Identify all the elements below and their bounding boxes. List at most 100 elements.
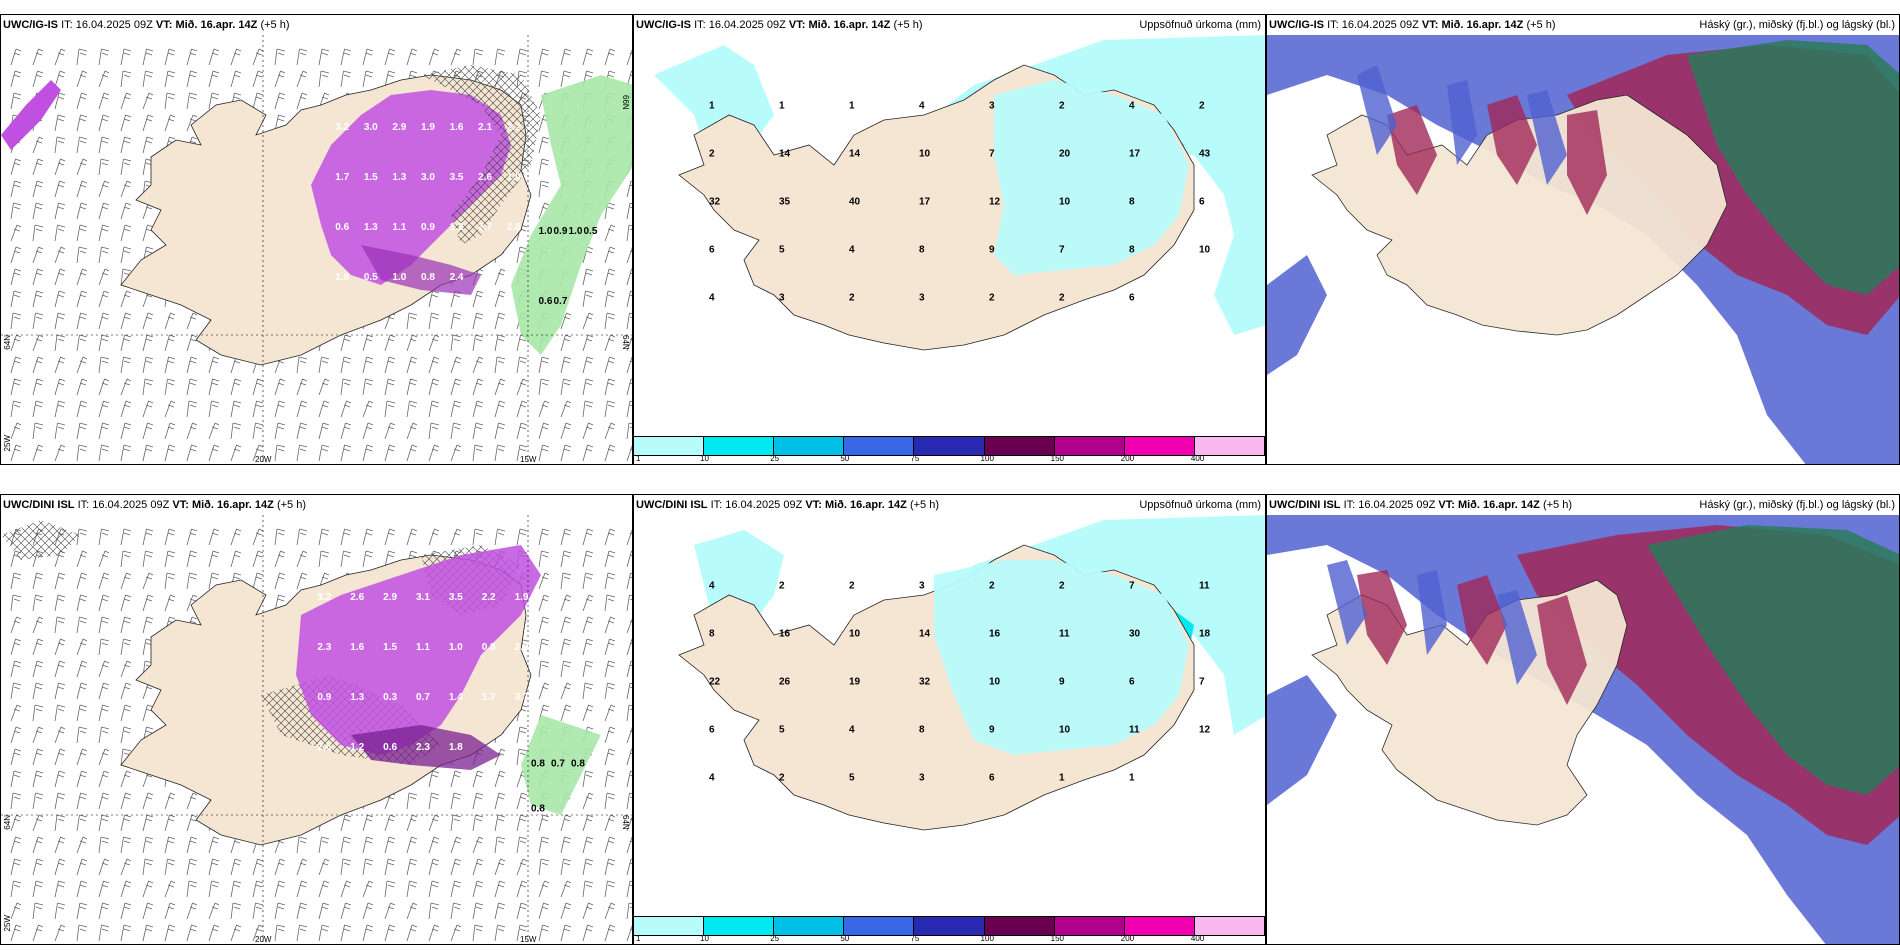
panel-header: UWC/IG-IS IT: 16.04.2025 09Z VT: Mið. 16…	[634, 15, 1265, 35]
wind-barb	[472, 356, 484, 374]
wind-barb	[10, 224, 22, 242]
wind-barb	[54, 836, 66, 854]
wind-barb	[582, 290, 594, 308]
it-label: IT:	[77, 499, 90, 511]
wind-barb	[76, 594, 88, 612]
wind-barb	[164, 550, 176, 568]
wind-barb	[230, 924, 242, 942]
wind-barb	[10, 616, 22, 634]
colorbar-segment	[1054, 437, 1125, 455]
precip-label: 1	[1129, 773, 1135, 784]
wind-barb	[98, 356, 110, 374]
wind-barb	[32, 902, 44, 920]
wind-barb	[186, 356, 198, 374]
wind-barb	[10, 158, 22, 176]
wind-barb	[626, 202, 632, 220]
wind-barb	[340, 924, 352, 942]
wind-barb	[626, 594, 632, 612]
wind-barb	[208, 528, 220, 546]
wind-barb	[472, 792, 484, 810]
cyan-over-land	[994, 80, 1189, 275]
wind-barb	[186, 70, 198, 88]
wind-barb	[626, 49, 632, 66]
wind-barb	[98, 400, 110, 418]
wind-barb	[296, 70, 308, 88]
precip-label: 1.0	[569, 226, 583, 237]
wind-barb	[164, 814, 176, 832]
model-name: UWC/DINI ISL	[1269, 499, 1341, 511]
lead-time: (+5 h)	[893, 19, 923, 31]
wind-barb	[32, 638, 44, 656]
wind-barb	[98, 770, 110, 788]
wind-barbs	[10, 528, 632, 942]
colorbar-segment	[634, 917, 705, 935]
wind-barb	[32, 268, 44, 286]
wind-barb	[274, 550, 286, 568]
wind-barb	[274, 400, 286, 418]
precip-label: 1.6	[350, 642, 364, 653]
wind-barb	[406, 356, 418, 374]
colorbar-segment	[774, 437, 845, 455]
wind-barb	[450, 792, 462, 810]
wind-barb	[10, 444, 22, 462]
precip-labels-green: 0.8 0.7 0.8 0.8	[531, 759, 585, 815]
wind-barb	[186, 572, 198, 590]
wind-barb	[142, 594, 154, 612]
wind-barb	[76, 114, 88, 132]
precip-label: 3.2	[317, 592, 331, 603]
it-value: 16.04.2025 09Z	[1358, 499, 1436, 511]
wind-barb	[10, 70, 22, 88]
wind-barb	[538, 400, 550, 418]
precip-label: 1	[849, 101, 855, 112]
precip-label: 40	[849, 197, 861, 208]
wind-barb	[626, 902, 632, 920]
wind-barb	[384, 858, 396, 876]
precip-label: 1.0	[449, 642, 463, 653]
wind-barb	[32, 356, 44, 374]
wind-barb	[472, 880, 484, 898]
wind-barb	[142, 70, 154, 88]
wind-barb	[428, 924, 440, 942]
wind-barb	[340, 70, 352, 88]
wind-barb	[450, 924, 462, 942]
wind-barb	[428, 378, 440, 396]
wind-barb	[54, 422, 66, 440]
wind-barb	[98, 572, 110, 590]
it-label: IT:	[710, 499, 723, 511]
wind-barb	[450, 902, 462, 920]
wind-barb	[164, 572, 176, 590]
wind-barb	[604, 550, 616, 568]
wind-barb	[120, 70, 132, 88]
wind-barb	[54, 704, 66, 722]
wind-barb	[120, 550, 132, 568]
wind-barb	[230, 422, 242, 440]
wind-barb	[340, 858, 352, 876]
wind-barb	[604, 660, 616, 678]
wind-barb	[472, 422, 484, 440]
precip-label: 2	[1059, 581, 1065, 592]
wind-barb	[538, 550, 550, 568]
wind-barb	[54, 158, 66, 176]
colorbar-segment	[1054, 917, 1125, 935]
precip-label: 1.1	[392, 222, 406, 233]
wind-barb	[32, 48, 44, 66]
wind-barb	[186, 334, 198, 352]
precip-labels: 3.2 2.6 2.9 3.1 3.5 2.2 1.9 2.3 1.6 1.5 1.1 1.0 0.8 2…	[317, 592, 528, 753]
wind-barb	[98, 748, 110, 766]
wind-barb	[362, 334, 374, 352]
wind-barb	[604, 444, 616, 462]
colorbar-tick: 50	[840, 454, 850, 463]
precip-label: 19	[849, 677, 861, 688]
precip-label: 14	[919, 629, 931, 640]
wind-barb	[450, 770, 462, 788]
colorbar-segment	[1124, 917, 1195, 935]
wind-barb	[10, 924, 22, 942]
wind-barb	[582, 814, 594, 832]
lead-time: (+5 h)	[909, 499, 939, 511]
wind-barb	[208, 880, 220, 898]
colorbar-tick: 100	[980, 454, 994, 463]
precip-label: 1.6	[450, 122, 464, 133]
wind-barb	[120, 290, 132, 308]
wind-barb	[494, 924, 506, 942]
wind-barb	[120, 814, 132, 832]
